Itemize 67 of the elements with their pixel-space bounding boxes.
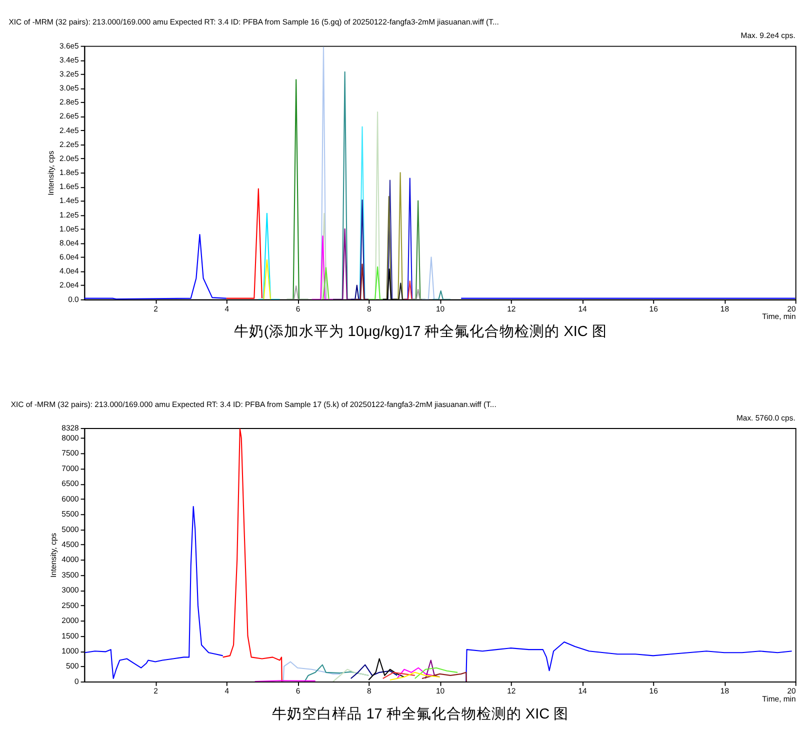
y-tick-label: 1.6e5	[60, 182, 79, 192]
y-tick-label: 6500	[62, 479, 79, 488]
y-tick-label: 6.0e4	[60, 252, 80, 262]
y-tick-label: 8328	[62, 423, 79, 432]
y-tick-label: 3000	[62, 586, 79, 595]
x-tick-label: 14	[578, 304, 588, 314]
y-tick-label: 3500	[62, 570, 79, 580]
y-tick-label: 1.2e5	[60, 210, 79, 220]
x-tick-label: 12	[507, 686, 516, 696]
y-tick-label: 2.8e5	[60, 98, 79, 107]
y-tick-label: 1000	[62, 646, 79, 656]
y-tick-label: 4.0e4	[60, 266, 80, 276]
x-tick-label: 16	[649, 304, 658, 314]
y-tick-label: 8000	[62, 433, 79, 442]
x-tick-label: 4	[224, 304, 230, 314]
y-tick-label: 1.4e5	[60, 196, 79, 206]
y-tick-label: 1.0e5	[60, 224, 79, 234]
y-tick-label: 2.0e4	[60, 280, 80, 290]
x-tick-label: 8	[366, 686, 372, 696]
y-tick-label: 2.4e5	[60, 126, 79, 135]
y-tick-label: 6000	[62, 494, 79, 504]
x-tick-label: 18	[720, 686, 730, 696]
y-tick-label: 2500	[62, 600, 79, 610]
text: 牛奶空白样品 17 种全氟化合物检测的 XIC 图	[272, 705, 569, 722]
y-tick-label: 3.2e5	[60, 69, 79, 78]
x-tick-label: 2	[154, 304, 158, 314]
y-tick-label: 1.8e5	[60, 168, 79, 178]
y-tick-label: 1500	[62, 631, 79, 640]
x-tick-label: 20	[787, 686, 796, 696]
y-tick-label: 2.0e5	[60, 154, 79, 163]
x-tick-label: 6	[296, 304, 300, 314]
y-axis-title: Intensity, cps	[46, 150, 56, 196]
text: Max. 9.2e4 cps.	[740, 31, 796, 40]
x-tick-label: 14	[578, 686, 588, 696]
x-tick-label: 2	[154, 686, 158, 696]
x-tick-label: 10	[436, 686, 445, 696]
x-tick-label: 8	[366, 304, 372, 314]
chart-title: XIC of -MRM (32 pairs): 213.000/169.000 amu Expected RT: 3.4 ID: PFBA from Sample 17 (5.k) of 20250122-fangfa3-2mM jiasuanan.wiff (T...	[10, 400, 496, 409]
y-tick-label: 5000	[62, 524, 79, 534]
x-axis-title: Time, min	[762, 694, 796, 704]
x-tick-label: 4	[224, 686, 230, 696]
x-tick-label: 20	[787, 304, 796, 314]
y-tick-label: 500	[66, 662, 79, 671]
x-tick-label: 12	[507, 304, 516, 314]
text: 牛奶(添加水平为 10μg/kg)17 种全氟化合物检测的 XIC 图	[234, 323, 607, 340]
y-tick-label: 3.4e5	[60, 55, 79, 64]
y-tick-label: 0	[74, 676, 79, 686]
y-tick-label: 5500	[62, 510, 79, 519]
y-tick-label: 0.0	[68, 294, 79, 304]
y-tick-label: 7500	[62, 448, 79, 458]
chart-title: XIC of -MRM (32 pairs): 213.000/169.000 amu Expected RT: 3.4 ID: PFBA from Sample 16 (5.gq) of 20250122-fangfa3-2mM jiasuanan.wiff (T...	[8, 18, 499, 27]
x-tick-label: 10	[436, 304, 445, 314]
y-tick-label: 4000	[62, 555, 79, 564]
y-tick-label: 4500	[62, 540, 79, 549]
x-axis-title: Time, min	[762, 312, 796, 322]
y-tick-label: 2000	[62, 616, 79, 626]
x-tick-label: 18	[720, 304, 730, 314]
y-tick-label: 3.6e5	[60, 41, 79, 50]
y-tick-label: 3.0e5	[60, 84, 79, 93]
y-tick-label: 7000	[62, 464, 79, 473]
x-tick-label: 6	[296, 686, 300, 696]
y-axis-title: Intensity, cps	[48, 532, 58, 578]
y-tick-label: 8.0e4	[60, 238, 80, 248]
x-tick-label: 16	[649, 686, 658, 696]
y-tick-label: 2.6e5	[60, 112, 79, 121]
y-tick-label: 2.2e5	[60, 140, 79, 149]
text: Max. 5760.0 cps.	[736, 413, 796, 422]
